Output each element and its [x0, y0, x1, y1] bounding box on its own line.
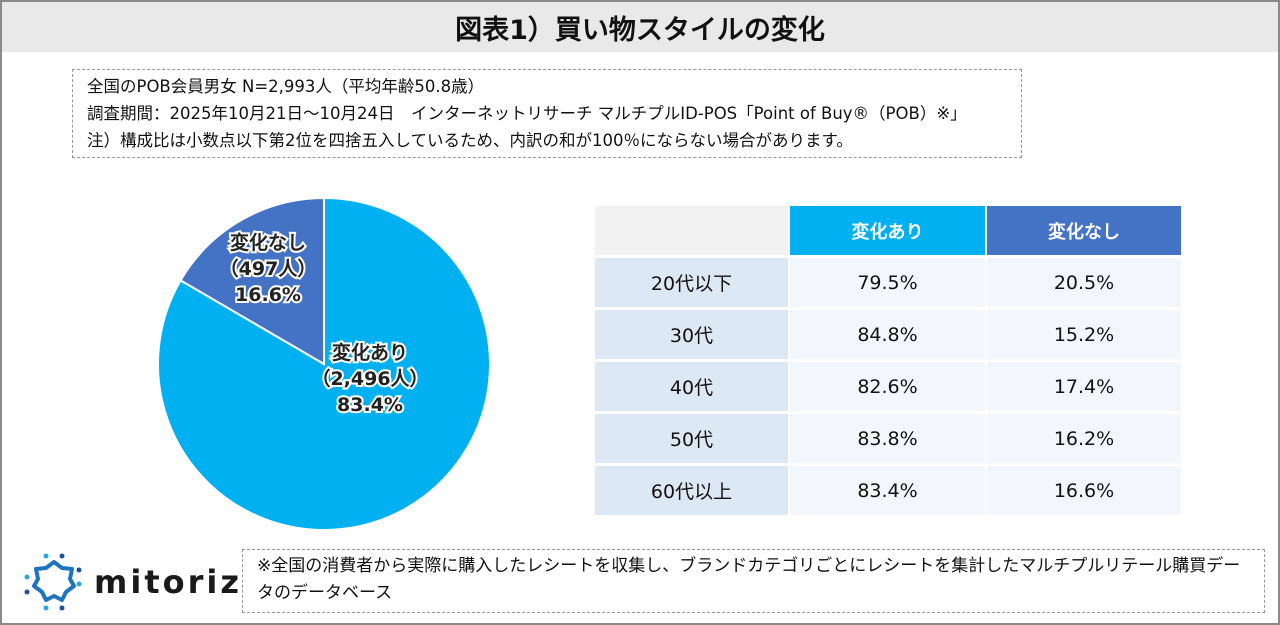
logo-text: mitoriz [94, 563, 242, 601]
pie-label: 16.6% [235, 284, 301, 306]
pie-label: 変化あり [332, 341, 408, 364]
table-value-cell: 16.6% [987, 466, 1181, 515]
pie-label: 83.4% [337, 394, 403, 416]
table-value-cell: 17.4% [987, 362, 1181, 411]
table-value-cell: 79.5% [790, 258, 985, 307]
table-row-label: 40代 [595, 362, 788, 411]
pie-label: 変化なし [230, 231, 306, 254]
table-value-cell: 84.8% [790, 310, 985, 359]
pie-slice [179, 196, 325, 366]
table-row-label: 60代以上 [595, 466, 788, 515]
table-row-label: 30代 [595, 310, 788, 359]
table-value-cell: 83.4% [790, 466, 985, 515]
table-header-cell: 変化あり [790, 206, 985, 255]
mitoriz-logo: mitoriz [24, 552, 242, 612]
note-line: 注）構成比は小数点以下第2位を四捨五入しているため、内訳の和が100％にならない… [87, 131, 853, 150]
pie-chart: 変化あり （2,496人） 83.4% 変化なし （497人） 16.6% [157, 196, 491, 531]
pie-label: （497人） [220, 257, 317, 280]
note-line: 調査期間：2025年10月21日～10月24日 インターネットリサーチ マルチプ… [87, 104, 967, 123]
table-row-label: 20代以下 [595, 258, 788, 307]
survey-note: 全国のPOB会員男女 N=2,993人（平均年齢50.8歳） 調査期間：2025… [72, 69, 1022, 158]
pie-label: （2,496人） [311, 367, 428, 390]
table-value-cell: 15.2% [987, 310, 1181, 359]
table-header-cell [595, 206, 788, 255]
footnote: ※全国の消費者から実際に購入したレシートを収集し、ブランドカテゴリごとにレシート… [242, 549, 1265, 613]
logo-icon [24, 553, 82, 611]
table-value-cell: 82.6% [790, 362, 985, 411]
table-value-cell: 20.5% [987, 258, 1181, 307]
note-line: 全国のPOB会員男女 N=2,993人（平均年齢50.8歳） [87, 77, 485, 96]
page-title: 図表1）買い物スタイルの変化 [2, 2, 1278, 52]
table-row-label: 50代 [595, 414, 788, 463]
table-header-cell: 変化なし [987, 206, 1181, 255]
table-value-cell: 16.2% [987, 414, 1181, 463]
table-value-cell: 83.8% [790, 414, 985, 463]
